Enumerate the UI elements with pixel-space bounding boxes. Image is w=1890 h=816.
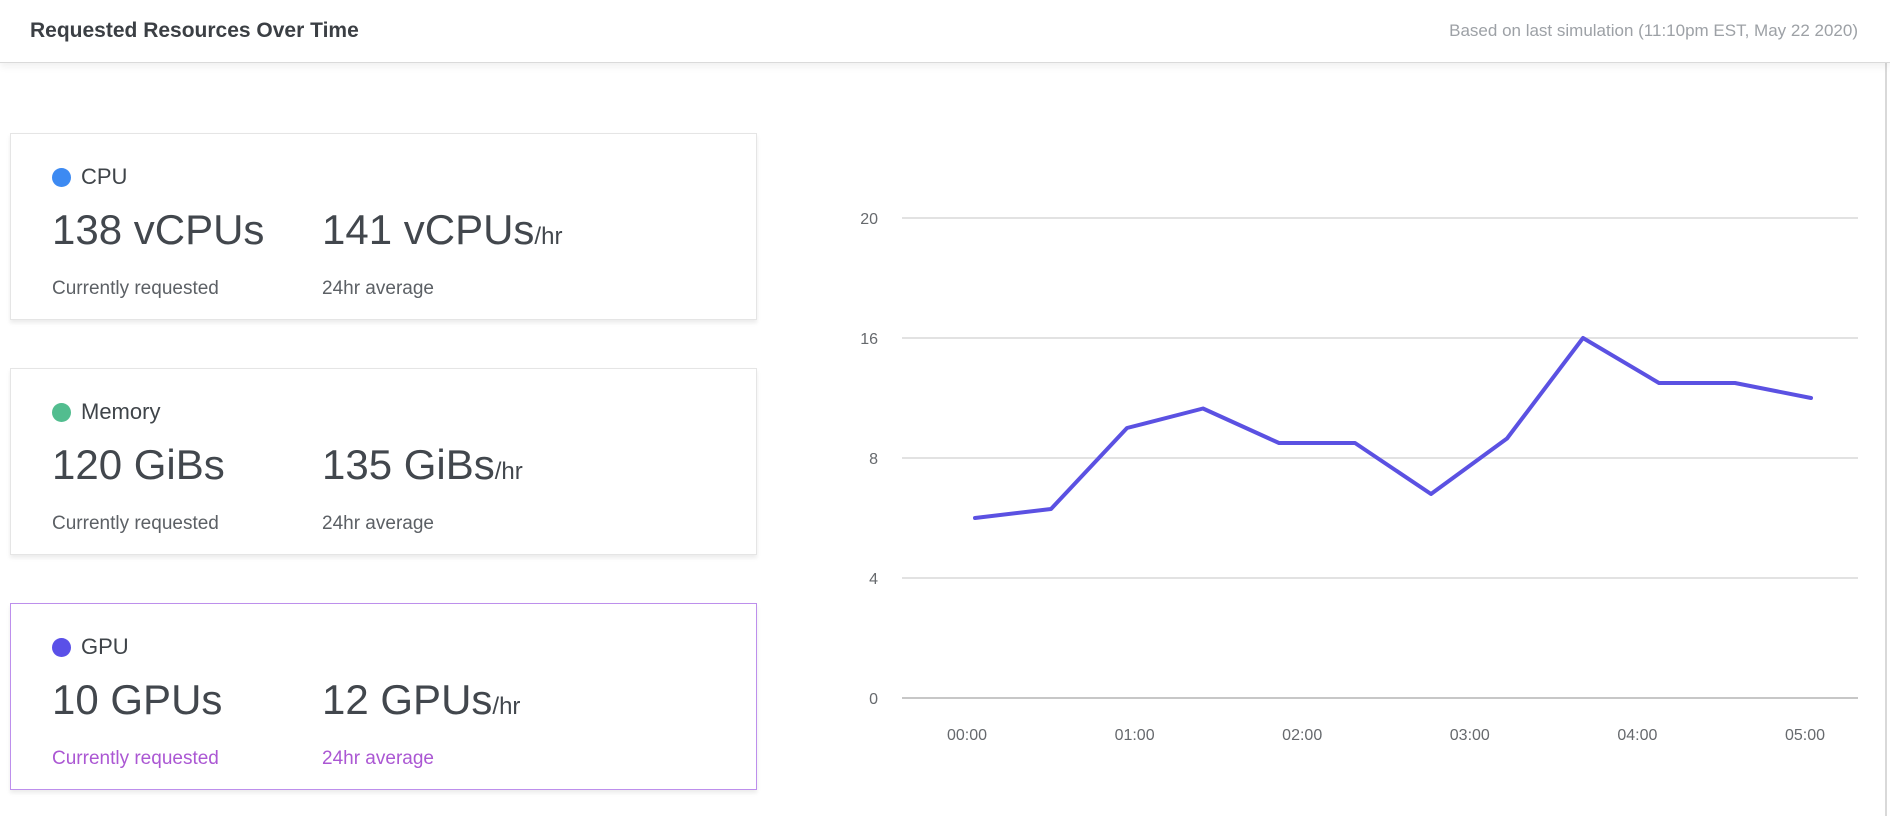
- x-axis-label-00:00: 00:00: [947, 727, 987, 744]
- gpu-current-stat: 10 GPUs Currently requested: [52, 675, 322, 770]
- resource-cards: CPU 138 vCPUs Currently requested 141 vC…: [10, 133, 757, 816]
- y-axis-label-8: 8: [869, 451, 878, 468]
- memory-average-value: 135 GiBs/hr: [322, 440, 592, 497]
- cpu-average-value: 141 vCPUs/hr: [322, 205, 592, 262]
- gpu-card[interactable]: GPU 10 GPUs Currently requested 12 GPUs/…: [10, 603, 757, 790]
- y-axis-label-4: 4: [869, 571, 878, 588]
- cpu-average-caption: 24hr average: [322, 278, 434, 299]
- x-axis-label-05:00: 05:00: [1785, 727, 1825, 744]
- y-axis-label-0: 0: [869, 691, 878, 708]
- gpu-card-header: GPU: [52, 632, 716, 662]
- stat-per-unit: /hr: [494, 458, 523, 485]
- memory-card-header: Memory: [52, 397, 716, 427]
- gpu-average-value: 12 GPUs/hr: [322, 675, 592, 732]
- x-axis-label-01:00: 01:00: [1115, 727, 1155, 744]
- cpu-card[interactable]: CPU 138 vCPUs Currently requested 141 vC…: [10, 133, 757, 320]
- memory-card-label: Memory: [81, 399, 161, 424]
- stat-per-unit: /hr: [492, 693, 521, 720]
- stat-amount: 120 GiBs: [52, 441, 225, 488]
- last-simulation-timestamp: Based on last simulation (11:10pm EST, M…: [1449, 21, 1858, 40]
- cpu-legend-dot-icon: [52, 167, 71, 187]
- gpu-average-caption: 24hr average: [322, 748, 434, 769]
- series-line-gpu-requested: [973, 336, 1813, 520]
- cpu-stats-row: 138 vCPUs Currently requested 141 vCPUs/…: [52, 205, 716, 300]
- cpu-current-stat: 138 vCPUs Currently requested: [52, 205, 322, 300]
- memory-average-stat: 135 GiBs/hr 24hr average: [322, 440, 592, 535]
- stat-amount: 138 vCPUs: [52, 206, 265, 253]
- y-axis-label-16: 16: [860, 331, 878, 348]
- cpu-current-value: 138 vCPUs: [52, 205, 322, 262]
- window-right-edge: [1885, 0, 1887, 816]
- gpu-average-stat: 12 GPUs/hr 24hr average: [322, 675, 592, 770]
- memory-stats-row: 120 GiBs Currently requested 135 GiBs/hr…: [52, 440, 716, 535]
- cpu-card-header: CPU: [52, 162, 716, 192]
- panel-header: Requested Resources Over Time Based on l…: [0, 0, 1890, 63]
- memory-card[interactable]: Memory 120 GiBs Currently requested 135 …: [10, 368, 757, 555]
- page-title: Requested Resources Over Time: [30, 19, 359, 42]
- gpu-current-value: 10 GPUs: [52, 675, 322, 732]
- gpu-stats-row: 10 GPUs Currently requested 12 GPUs/hr 2…: [52, 675, 716, 770]
- gpu-legend-dot-icon: [52, 637, 71, 657]
- cpu-current-caption: Currently requested: [52, 278, 219, 299]
- y-axis-label-20: 20: [860, 211, 878, 228]
- memory-average-caption: 24hr average: [322, 513, 434, 534]
- memory-current-caption: Currently requested: [52, 513, 219, 534]
- stat-per-unit: /hr: [534, 223, 563, 250]
- stat-amount: 135 GiBs: [322, 441, 495, 488]
- cpu-average-stat: 141 vCPUs/hr 24hr average: [322, 205, 592, 300]
- memory-current-value: 120 GiBs: [52, 440, 322, 497]
- memory-current-stat: 120 GiBs Currently requested: [52, 440, 322, 535]
- cpu-card-label: CPU: [81, 164, 128, 189]
- stat-amount: 10 GPUs: [52, 676, 223, 723]
- gpu-current-caption: Currently requested: [52, 748, 219, 769]
- stat-amount: 141 vCPUs: [322, 206, 535, 253]
- gpu-card-label: GPU: [81, 634, 129, 659]
- x-axis-label-03:00: 03:00: [1450, 727, 1490, 744]
- stat-amount: 12 GPUs: [322, 676, 493, 723]
- x-axis-label-02:00: 02:00: [1282, 727, 1322, 744]
- x-axis-label-04:00: 04:00: [1617, 727, 1657, 744]
- memory-legend-dot-icon: [52, 402, 71, 422]
